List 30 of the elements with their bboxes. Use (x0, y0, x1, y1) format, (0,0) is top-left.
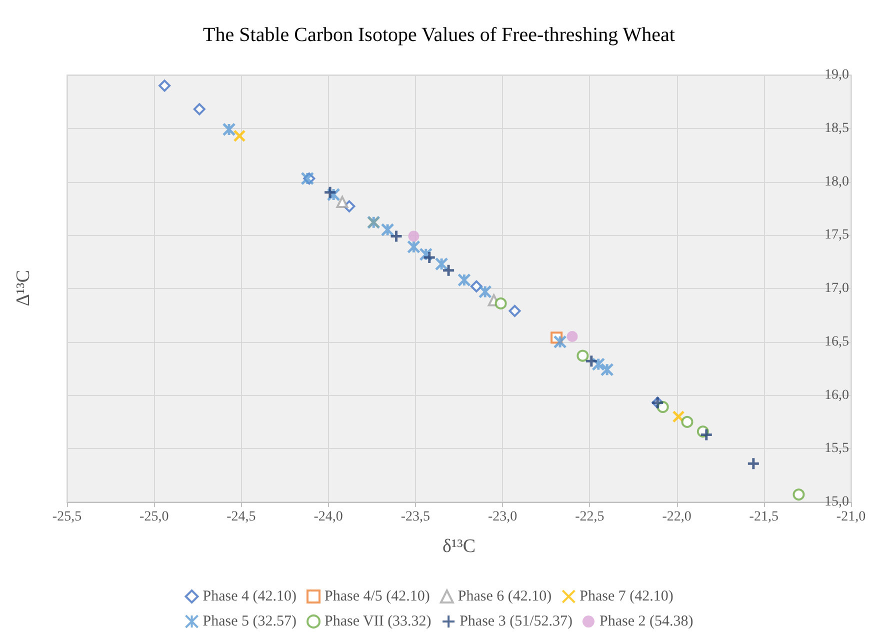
x-axis-title: δ¹³C (442, 536, 476, 557)
x-tick-label: -22,0 (662, 510, 692, 524)
x-tick-label: -23,5 (400, 510, 430, 524)
legend-label: Phase 4/5 (42.10) (324, 588, 430, 604)
x-tick-label: -23,0 (488, 510, 518, 524)
legend-label: Phase 2 (54.38) (599, 614, 694, 630)
x-tick-label: -24,0 (314, 510, 343, 524)
chart-title: The Stable Carbon Isotope Values of Free-threshing Wheat (203, 24, 676, 46)
y-tick-label: 17,5 (824, 228, 849, 243)
x-tick-label: -21,5 (749, 510, 778, 524)
legend-label: Phase 4 (42.10) (202, 588, 297, 604)
x-tick-label: -25,0 (140, 510, 169, 524)
y-tick-label: 18,0 (824, 174, 849, 190)
y-tick-label: 15,5 (824, 441, 849, 456)
x-tick-label: -22,5 (575, 510, 604, 524)
legend-label: Phase 3 (51/52.37) (460, 614, 572, 630)
x-tick-label: -24,5 (226, 510, 256, 524)
y-tick-label: 15,0 (824, 494, 849, 510)
legend-label: Phase 6 (42.10) (458, 588, 552, 604)
legend-label: Phase VII (33.32) (324, 614, 432, 630)
y-tick-label: 16,0 (824, 388, 849, 403)
x-tick-label: -25,5 (52, 510, 82, 524)
y-tick-label: 19,0 (824, 68, 849, 82)
y-tick-label: 18,5 (824, 120, 849, 136)
y-axis-title: Δ¹³C (13, 270, 34, 306)
legend-label: Phase 5 (32.57) (202, 614, 297, 630)
legend-label: Phase 7 (42.10) (580, 588, 674, 604)
y-tick-label: 17,0 (824, 281, 849, 296)
x-tick-label: -21,0 (836, 510, 866, 524)
y-tick-label: 16,5 (824, 334, 849, 350)
